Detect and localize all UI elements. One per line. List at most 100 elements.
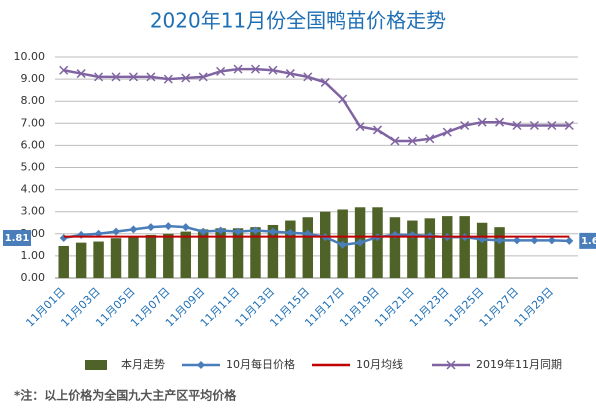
point <box>338 94 348 104</box>
point <box>495 117 505 127</box>
point <box>268 65 278 75</box>
bar <box>75 242 87 278</box>
point <box>529 120 539 131</box>
legend-label: 本月走势 <box>121 357 165 371</box>
point <box>303 72 313 82</box>
bar <box>442 216 453 278</box>
point <box>216 66 226 76</box>
bar <box>197 229 209 278</box>
point <box>76 69 86 79</box>
bar <box>267 224 279 278</box>
point <box>407 136 417 146</box>
bar <box>215 228 226 278</box>
point <box>233 64 243 74</box>
y-tick-label: 7.00 <box>21 116 46 129</box>
line <box>63 224 570 247</box>
point <box>268 227 277 236</box>
point <box>251 226 260 235</box>
point <box>77 230 86 239</box>
point <box>564 120 574 131</box>
y-tick-label: 5.00 <box>21 161 46 174</box>
bar <box>302 217 314 278</box>
bar <box>128 236 139 278</box>
point <box>234 227 243 236</box>
bar <box>110 238 122 278</box>
point <box>477 117 487 127</box>
point <box>390 136 400 146</box>
legend-marker <box>197 361 205 369</box>
y-tick-label: 3.00 <box>21 205 46 218</box>
point <box>164 222 173 231</box>
point <box>59 65 69 75</box>
point <box>181 223 190 232</box>
bar <box>163 233 174 278</box>
point <box>512 120 522 131</box>
bar <box>93 241 104 278</box>
point <box>94 72 104 82</box>
y-tick-label: 0.00 <box>21 271 46 284</box>
point <box>146 72 156 82</box>
point <box>198 72 208 82</box>
point <box>163 74 173 84</box>
line <box>63 67 570 143</box>
point <box>111 72 121 82</box>
label-box <box>3 229 31 246</box>
bar <box>180 231 191 278</box>
y-tick-label: 9.00 <box>21 72 46 85</box>
bar <box>372 207 383 278</box>
point <box>442 127 452 137</box>
point <box>286 228 295 237</box>
point <box>356 238 365 247</box>
point <box>112 227 121 236</box>
bar <box>58 245 69 278</box>
label-box <box>579 232 596 249</box>
legend-label: 10月均线 <box>356 357 403 371</box>
bar <box>476 222 488 278</box>
point <box>547 120 557 131</box>
y-tick-label: 1.00 <box>21 249 46 262</box>
point <box>460 120 470 131</box>
legend-label: 2019年11月同期 <box>476 357 562 371</box>
bar <box>459 216 470 278</box>
bar <box>285 220 296 278</box>
point <box>146 223 155 232</box>
point <box>250 64 261 74</box>
bar <box>407 220 418 278</box>
point <box>199 227 208 236</box>
y-tick-label: 8.00 <box>21 94 46 107</box>
bar <box>389 217 401 278</box>
point <box>59 233 68 242</box>
y-tick-label: 4.00 <box>21 183 46 196</box>
bar <box>145 234 157 278</box>
point <box>425 134 435 144</box>
point <box>181 73 191 83</box>
point <box>372 125 383 135</box>
point <box>547 236 556 245</box>
legend-swatch <box>85 360 107 370</box>
bar <box>494 227 505 278</box>
y-tick-label: 10.00 <box>14 50 46 63</box>
point <box>565 236 574 245</box>
point <box>530 236 539 245</box>
bar <box>424 218 436 278</box>
data-label: 1.81 <box>5 233 30 244</box>
legend-marker <box>446 360 456 370</box>
point <box>285 69 295 79</box>
bar <box>232 228 244 278</box>
legend-label: 10月每日价格 <box>226 357 295 371</box>
chart-title: 2020年11月份全国鸭苗价格走势 <box>150 9 446 33</box>
point <box>495 236 504 245</box>
point <box>338 240 347 249</box>
point <box>355 122 365 132</box>
bar <box>319 211 331 278</box>
bar <box>250 227 261 278</box>
data-label: 1.68 <box>581 236 596 247</box>
point <box>320 77 330 87</box>
point <box>216 226 225 235</box>
point <box>512 236 521 245</box>
footnote: *注：以上价格为全国九大主产区平均价格 <box>14 388 237 403</box>
point <box>129 225 138 234</box>
y-tick-label: 6.00 <box>21 138 46 151</box>
point <box>128 72 138 82</box>
